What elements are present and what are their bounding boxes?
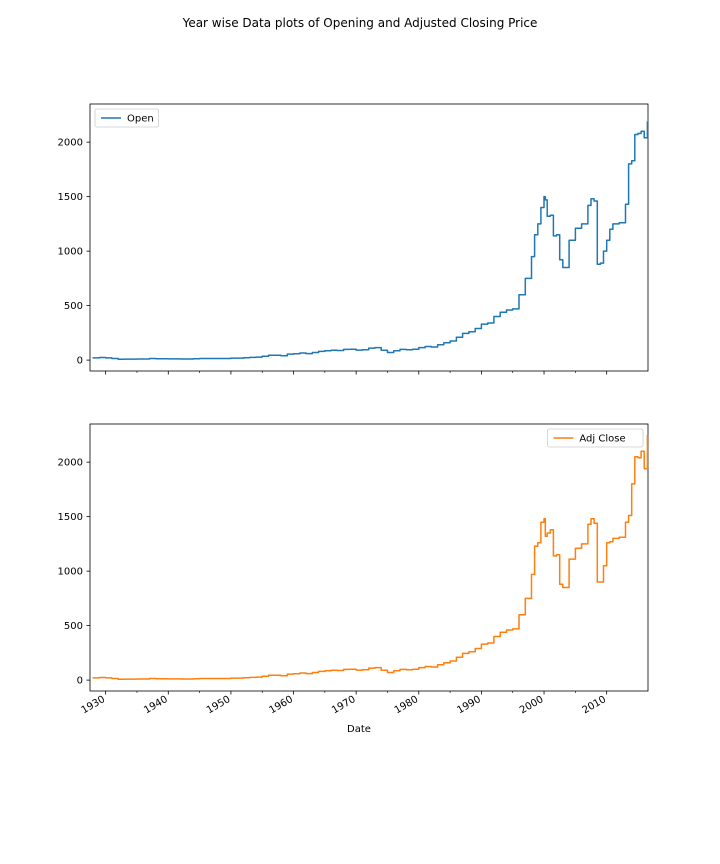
x-tick-label: 2010 <box>581 694 609 716</box>
plot-area <box>89 103 649 372</box>
x-tick-label: 1960 <box>267 694 295 716</box>
y-tick-label: 0 <box>77 356 83 367</box>
series-line-adj-close <box>92 434 649 680</box>
x-axis-label: Date <box>347 724 371 735</box>
y-tick-label: 500 <box>64 301 83 312</box>
x-tick-label: 1950 <box>205 694 233 716</box>
y-tick-label: 1000 <box>58 247 83 258</box>
figure-title: Year wise Data plots of Opening and Adju… <box>182 16 538 30</box>
y-tick-label: 1500 <box>58 192 83 203</box>
series-line-open <box>92 121 649 360</box>
legend-label: Open <box>127 114 154 125</box>
legend-box <box>94 108 159 128</box>
legend: Adj Close <box>547 428 644 448</box>
x-tick-label: 1970 <box>330 694 358 716</box>
open-price-axes: 0 500 1000 1500 2000 Open <box>58 103 649 375</box>
y-tick-label: 1000 <box>58 567 83 578</box>
legend: Open <box>94 108 159 128</box>
x-tick-label: 1930 <box>80 694 108 716</box>
y-tick-label: 2000 <box>58 458 83 469</box>
adj-close-axes: 0 500 1000 1500 2000 1930 1940 1950 1960 1970 1980… <box>58 423 649 735</box>
y-tick-label: 500 <box>64 621 83 632</box>
x-tick-label: 1940 <box>142 694 170 716</box>
x-tick-label: 2000 <box>518 694 546 716</box>
x-tick-label: 1980 <box>393 694 421 716</box>
x-tick-label: 1990 <box>455 694 483 716</box>
y-tick-label: 1500 <box>58 512 83 523</box>
y-tick-label: 2000 <box>58 138 83 149</box>
legend-box <box>547 428 644 448</box>
legend-label: Adj Close <box>579 434 625 445</box>
plot-area <box>89 423 649 692</box>
y-tick-label: 0 <box>77 676 83 687</box>
